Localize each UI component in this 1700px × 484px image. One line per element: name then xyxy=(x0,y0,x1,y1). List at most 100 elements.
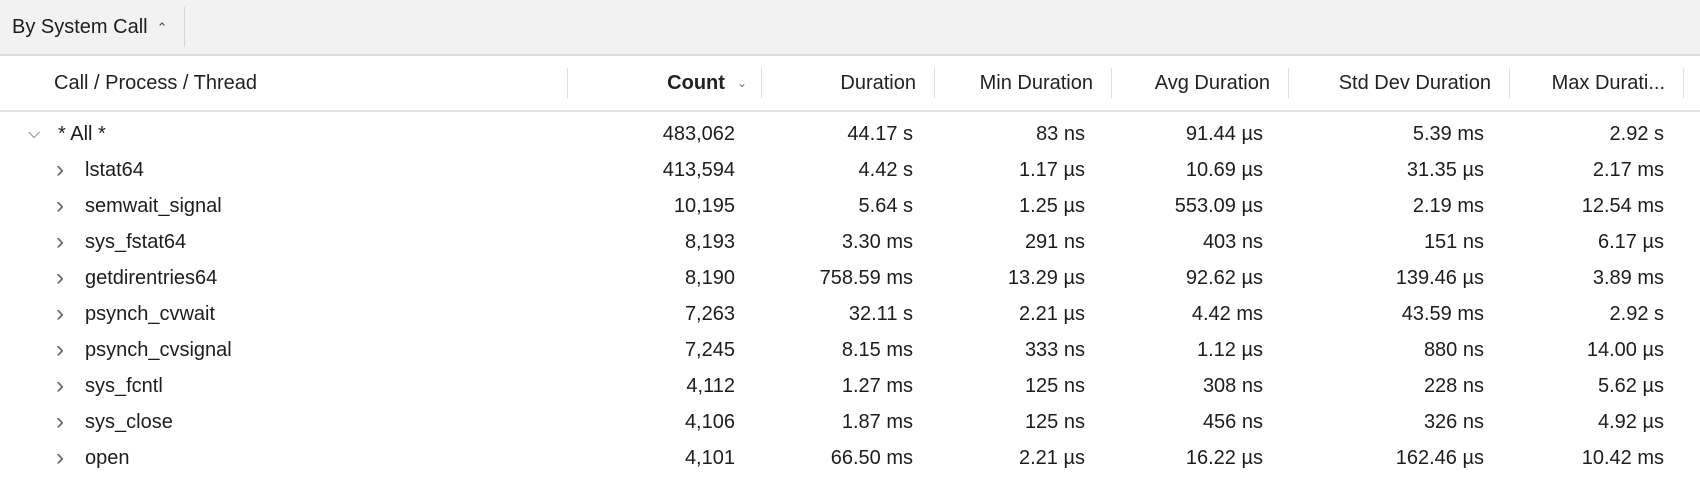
table-row[interactable]: › sys_close 4,106 1.87 ms 125 ns 456 ns 326 ns… xyxy=(0,404,1700,440)
chevron-right-icon[interactable]: › xyxy=(56,156,64,183)
table-row[interactable]: › open 4,101 66.50 ms 2.21 µs 16.22 µs 162.46 … xyxy=(0,440,1700,476)
cell-name: sys_close xyxy=(85,411,173,433)
cell-duration: 44.17 s xyxy=(847,123,913,145)
chevron-down-icon[interactable]: ⌵ xyxy=(28,125,41,142)
cell-avg: 553.09 µs xyxy=(1174,195,1263,217)
cell-name: psynch_cvsignal xyxy=(85,339,232,361)
cell-min: 125 ns xyxy=(1024,375,1085,397)
cell-name: psynch_cvwait xyxy=(85,303,216,325)
table-row[interactable]: › lstat64 413,594 4.42 s 1.17 µs 10.69 µs 31.3… xyxy=(0,152,1700,188)
chevron-right-icon[interactable]: › xyxy=(56,300,64,327)
column-label: Std Dev Duration xyxy=(1338,71,1491,94)
cell-max: 2.92 s xyxy=(1609,123,1664,145)
cell-min: 2.21 µs xyxy=(1018,303,1085,325)
chevron-right-icon[interactable]: › xyxy=(56,408,64,435)
cell-name: * All * xyxy=(58,123,106,145)
column-label: Max Durati... xyxy=(1551,71,1665,94)
column-divider[interactable] xyxy=(1509,68,1510,98)
cell-max: 3.89 ms xyxy=(1592,267,1664,289)
cell-max: 14.00 µs xyxy=(1586,339,1664,361)
scope-label: By System Call xyxy=(12,15,148,38)
cell-avg: 92.62 µs xyxy=(1185,267,1263,289)
table-row[interactable]: › semwait_signal 10,195 5.64 s 1.25 µs 553.09… xyxy=(0,188,1700,224)
cell-count: 7,245 xyxy=(684,339,735,361)
column-divider[interactable] xyxy=(567,68,568,98)
cell-max: 12.54 ms xyxy=(1581,195,1664,217)
cell-duration: 3.30 ms xyxy=(841,231,913,253)
cell-count: 4,106 xyxy=(684,411,735,433)
column-label: Duration xyxy=(840,71,916,94)
column-duration[interactable]: Duration xyxy=(761,56,916,110)
cell-avg: 1.12 µs xyxy=(1196,339,1263,361)
cell-avg: 16.22 µs xyxy=(1185,447,1263,469)
column-label: Count xyxy=(667,71,725,94)
table-row[interactable]: › sys_fcntl 4,112 1.27 ms 125 ns 308 ns 228 ns… xyxy=(0,368,1700,404)
cell-min: 125 ns xyxy=(1024,411,1085,433)
cell-count: 4,112 xyxy=(686,375,735,397)
cell-std: 5.39 ms xyxy=(1412,123,1484,145)
cell-max: 2.92 s xyxy=(1609,303,1664,325)
column-divider[interactable] xyxy=(1683,68,1684,98)
cell-count: 4,101 xyxy=(684,447,735,469)
cell-duration: 66.50 ms xyxy=(830,447,913,469)
cell-min: 2.21 µs xyxy=(1018,447,1085,469)
cell-duration: 1.27 ms xyxy=(841,375,913,397)
chevron-right-icon[interactable]: › xyxy=(56,444,64,471)
chevron-right-icon[interactable]: › xyxy=(56,372,64,399)
column-avg-duration[interactable]: Avg Duration xyxy=(1111,56,1270,110)
toolbar: By System Call ⌃ xyxy=(0,0,1700,56)
column-std-dev-duration[interactable]: Std Dev Duration xyxy=(1288,56,1491,110)
table-row[interactable]: › psynch_cvsignal 7,245 8.15 ms 333 ns 1.12 µ… xyxy=(0,332,1700,368)
cell-name: lstat64 xyxy=(85,159,144,181)
cell-duration: 5.64 s xyxy=(858,195,913,217)
column-divider[interactable] xyxy=(934,68,935,98)
cell-name: open xyxy=(85,447,130,469)
chevron-right-icon[interactable]: › xyxy=(56,336,64,363)
cell-avg: 308 ns xyxy=(1202,375,1263,397)
table-header: Call / Process / Thread Count ⌄ Duration Min… xyxy=(0,56,1700,112)
cell-std: 31.35 µs xyxy=(1406,159,1484,181)
chevron-right-icon[interactable]: › xyxy=(56,228,64,255)
cell-avg: 10.69 µs xyxy=(1185,159,1263,181)
cell-duration: 1.87 ms xyxy=(841,411,913,433)
cell-max: 4.92 µs xyxy=(1597,411,1664,433)
cell-std: 2.19 ms xyxy=(1412,195,1484,217)
table-row[interactable]: › psynch_cvwait 7,263 32.11 s 2.21 µs 4.42 ms… xyxy=(0,296,1700,332)
cell-count: 483,062 xyxy=(662,123,735,145)
cell-count: 413,594 xyxy=(662,159,735,181)
table-row[interactable]: ⌵ * All * 483,062 44.17 s 83 ns 91.44 µs 5.39 … xyxy=(0,116,1700,152)
column-divider[interactable] xyxy=(1111,68,1112,98)
table-body: ⌵ * All * 483,062 44.17 s 83 ns 91.44 µs 5.39 … xyxy=(0,112,1700,476)
cell-min: 1.17 µs xyxy=(1018,159,1085,181)
cell-std: 139.46 µs xyxy=(1395,267,1484,289)
cell-count: 8,193 xyxy=(684,231,735,253)
cell-max: 6.17 µs xyxy=(1597,231,1664,253)
cell-count: 10,195 xyxy=(673,195,735,217)
cell-min: 83 ns xyxy=(1036,123,1085,145)
column-divider[interactable] xyxy=(761,68,762,98)
column-min-duration[interactable]: Min Duration xyxy=(934,56,1093,110)
table-row[interactable]: › sys_fstat64 8,193 3.30 ms 291 ns 403 ns 151 … xyxy=(0,224,1700,260)
cell-max: 5.62 µs xyxy=(1597,375,1664,397)
cell-max: 10.42 ms xyxy=(1581,447,1664,469)
cell-count: 7,263 xyxy=(684,303,735,325)
cell-duration: 8.15 ms xyxy=(841,339,913,361)
cell-std: 162.46 µs xyxy=(1395,447,1484,469)
cell-avg: 456 ns xyxy=(1202,411,1263,433)
column-count[interactable]: Count ⌄ xyxy=(567,56,761,110)
column-max-duration[interactable]: Max Durati... xyxy=(1509,56,1665,110)
cell-std: 228 ns xyxy=(1423,375,1484,397)
cell-avg: 4.42 ms xyxy=(1191,303,1263,325)
table-row[interactable]: › getdirentries64 8,190 758.59 ms 13.29 µs 92… xyxy=(0,260,1700,296)
sort-descending-icon: ⌄ xyxy=(736,76,747,90)
column-label: Min Duration xyxy=(979,71,1093,94)
chevron-right-icon[interactable]: › xyxy=(56,264,64,291)
cell-avg: 91.44 µs xyxy=(1185,123,1263,145)
scope-selector[interactable]: By System Call ⌃ xyxy=(0,7,185,47)
cell-max: 2.17 ms xyxy=(1592,159,1664,181)
column-divider[interactable] xyxy=(1288,68,1289,98)
cell-min: 333 ns xyxy=(1024,339,1085,361)
column-call-process-thread[interactable]: Call / Process / Thread xyxy=(54,56,567,110)
cell-count: 8,190 xyxy=(684,267,735,289)
chevron-right-icon[interactable]: › xyxy=(56,192,64,219)
